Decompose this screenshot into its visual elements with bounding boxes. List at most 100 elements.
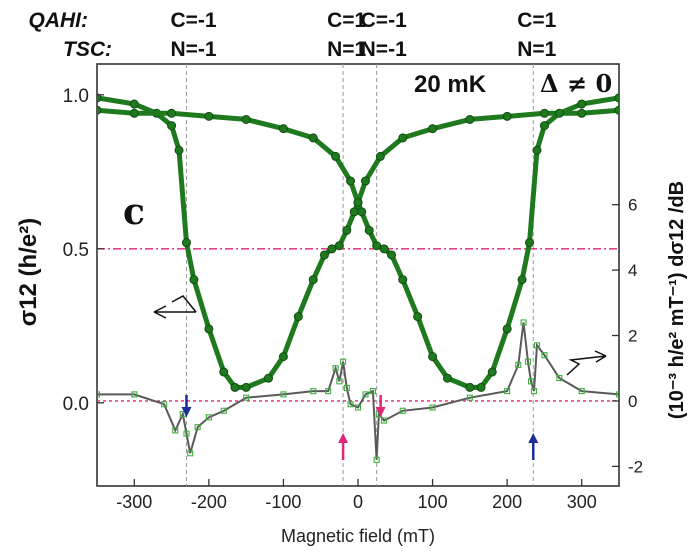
chern-number-label: C=1 bbox=[517, 9, 556, 32]
derivative-point bbox=[131, 391, 138, 398]
sigma-point bbox=[502, 324, 512, 334]
sigma-point bbox=[375, 151, 385, 161]
derivative-point bbox=[243, 394, 250, 401]
sigma-point bbox=[364, 225, 374, 235]
sigma-point bbox=[204, 111, 214, 121]
series-layer bbox=[97, 93, 619, 463]
derivative-point bbox=[343, 384, 350, 391]
sigma-point bbox=[614, 93, 619, 103]
y2-tick-label: 4 bbox=[628, 261, 637, 280]
sigma-point bbox=[327, 244, 337, 254]
sigma-point bbox=[342, 225, 352, 235]
sigma-point bbox=[353, 198, 363, 208]
derivative-point bbox=[187, 450, 194, 457]
sigma-point bbox=[476, 382, 486, 392]
derivative-line bbox=[97, 322, 619, 460]
derivative-point bbox=[520, 319, 527, 326]
derivative-point bbox=[524, 358, 532, 365]
majorana-number-label: N=1 bbox=[517, 38, 556, 61]
sigma-point bbox=[532, 145, 542, 155]
derivative-point bbox=[515, 361, 522, 369]
derivative-point bbox=[194, 424, 201, 431]
sigma-point bbox=[387, 250, 397, 260]
sigma-point bbox=[577, 108, 587, 118]
sigma-point bbox=[465, 114, 475, 124]
y-axis-label: σ12 (h/e²) bbox=[15, 218, 42, 326]
sigma-point bbox=[241, 382, 251, 392]
x-axis-label: Magnetic field (mT) bbox=[281, 526, 435, 546]
sigma-point bbox=[517, 275, 527, 285]
sigma-point bbox=[502, 111, 512, 121]
derivative-point bbox=[527, 378, 535, 385]
sigma-point bbox=[319, 250, 329, 260]
sigma-sweep-line-0 bbox=[97, 95, 619, 390]
derivative-point bbox=[97, 391, 101, 398]
derivative-point bbox=[347, 401, 354, 408]
derivative-point bbox=[381, 417, 388, 424]
derivative-point bbox=[615, 391, 619, 398]
derivative-point bbox=[310, 388, 317, 395]
sigma-point bbox=[331, 151, 341, 161]
x-tick-label: -100 bbox=[265, 492, 301, 512]
sigma-point bbox=[525, 238, 535, 248]
temperature-label: 20 mK bbox=[414, 71, 487, 98]
x-tick-label: 300 bbox=[567, 492, 597, 512]
derivative-point bbox=[504, 388, 511, 395]
sigma-point bbox=[442, 373, 452, 383]
sigma-point bbox=[360, 176, 370, 186]
derivative-point bbox=[533, 342, 541, 349]
sigma-point bbox=[428, 352, 438, 362]
sigma-point bbox=[539, 121, 549, 131]
sigma-point bbox=[465, 382, 475, 392]
sigma-point bbox=[278, 124, 288, 134]
y2-tick-label: 6 bbox=[628, 196, 637, 215]
derivative-point bbox=[336, 378, 343, 385]
x-tick-label: -200 bbox=[191, 492, 227, 512]
sigma-point bbox=[372, 241, 382, 251]
y-tick-label: 0.5 bbox=[63, 240, 89, 261]
y-tick-label: 1.0 bbox=[63, 86, 89, 107]
sigma-point bbox=[413, 312, 423, 322]
sigma-point bbox=[129, 99, 139, 109]
arrow-head-icon bbox=[528, 433, 539, 443]
derivative-point bbox=[172, 427, 179, 434]
derivative-point bbox=[332, 365, 339, 372]
derivative-point bbox=[530, 388, 538, 395]
sigma-sweep-line-1 bbox=[97, 95, 619, 390]
sigma-point bbox=[398, 133, 408, 143]
sigma-point bbox=[379, 244, 389, 254]
sigma-point bbox=[167, 108, 177, 118]
derivative-point bbox=[578, 388, 585, 395]
sigma-point bbox=[181, 238, 191, 248]
y2-tick-label: 2 bbox=[628, 327, 637, 346]
axis-ticks: -300 -200 -100 0 100 200 300 0.0 0.5 1.0 -2 0 2 4 6 bbox=[63, 86, 644, 512]
sigma-point bbox=[577, 99, 587, 109]
sigma-point bbox=[308, 275, 318, 285]
derivative-point bbox=[183, 430, 190, 437]
derivative-point bbox=[373, 456, 380, 463]
sigma-point bbox=[278, 352, 288, 362]
derivative-point bbox=[280, 391, 287, 398]
chern-number-label: C=-1 bbox=[170, 9, 216, 32]
guide-lines bbox=[185, 64, 534, 486]
derivative-point bbox=[369, 388, 376, 395]
x-tick-label: 0 bbox=[353, 492, 363, 512]
arrow-head-icon bbox=[181, 407, 192, 417]
left-axis-pointer-icon bbox=[153, 295, 197, 319]
sigma-point bbox=[539, 108, 549, 118]
sigma-point bbox=[189, 275, 199, 285]
sigma-point bbox=[398, 275, 408, 285]
x-tick-label: -300 bbox=[116, 492, 152, 512]
sigma-point bbox=[334, 241, 344, 251]
x-tick-label: 200 bbox=[492, 492, 522, 512]
sigma-point bbox=[349, 207, 359, 217]
y2-tick-label: -2 bbox=[628, 457, 643, 476]
sigma-point bbox=[428, 124, 438, 134]
reference-lines bbox=[97, 248, 619, 402]
y2-axis-label: (10⁻³ h/e² mT⁻¹) dσ12 /dB bbox=[666, 181, 688, 419]
derivative-point bbox=[429, 404, 436, 411]
derivative-point bbox=[205, 414, 212, 421]
chern-number-label: C=1 bbox=[327, 9, 366, 32]
annotation-points: C=-1 N=-1 C=1 N=1 C=-1 N=-1 C=1 N=1 bbox=[170, 9, 556, 61]
